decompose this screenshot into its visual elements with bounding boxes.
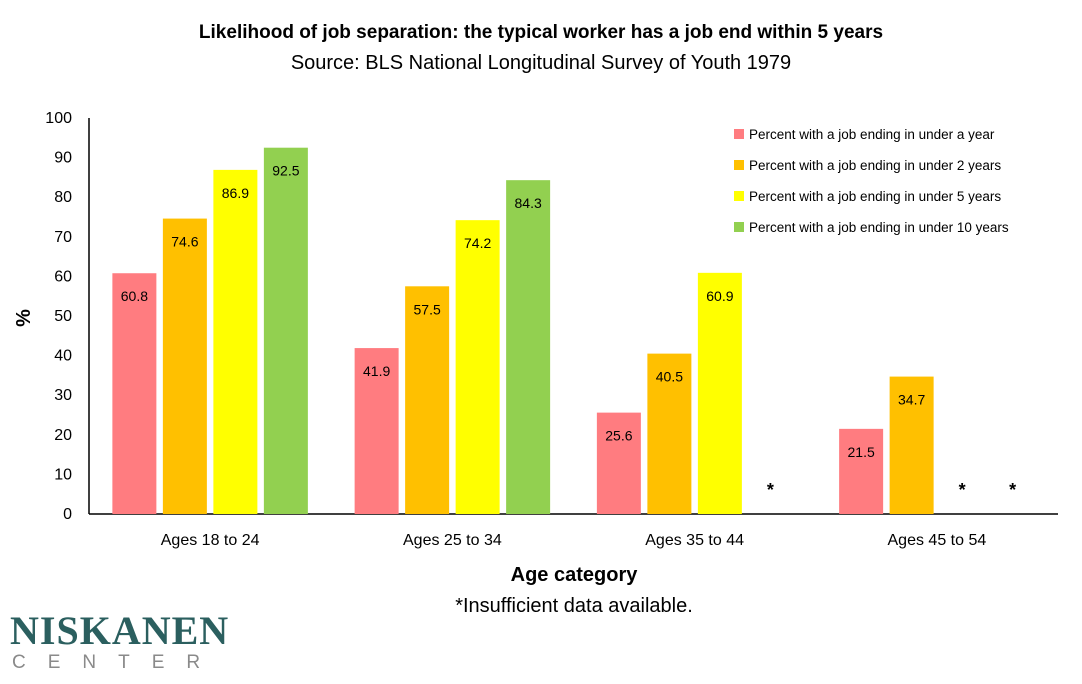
x-tick-label: Ages 18 to 24 xyxy=(161,532,260,549)
y-axis-title: % xyxy=(13,309,35,327)
legend-label: Percent with a job ending in under a yea… xyxy=(749,127,995,142)
bar xyxy=(263,147,308,514)
bar xyxy=(112,273,157,514)
niskanen-logo: NISKANEN CENTER xyxy=(10,608,229,673)
bar xyxy=(839,428,884,514)
y-tick-label: 70 xyxy=(54,229,72,246)
legend-swatch xyxy=(734,160,744,170)
data-label: 34.7 xyxy=(898,392,925,408)
logo-wordmark: NISKANEN xyxy=(10,608,229,653)
y-tick-label: 90 xyxy=(54,150,72,167)
data-label: 84.3 xyxy=(515,195,542,211)
legend-label: Percent with a job ending in under 5 yea… xyxy=(749,189,1001,204)
data-label: 74.6 xyxy=(171,234,198,250)
x-tick-label: Ages 25 to 34 xyxy=(403,532,502,549)
legend-swatch xyxy=(734,129,744,139)
bar xyxy=(405,286,450,514)
legend-label: Percent with a job ending in under 2 yea… xyxy=(749,158,1001,173)
data-label: 25.6 xyxy=(605,428,632,444)
insufficient-data-marker: * xyxy=(959,480,966,500)
data-label: 41.9 xyxy=(363,363,390,379)
y-tick-label: 10 xyxy=(54,466,72,483)
data-label: 60.9 xyxy=(706,288,733,304)
y-tick-label: 80 xyxy=(54,189,72,206)
y-tick-label: 100 xyxy=(45,110,72,127)
legend: Percent with a job ending in under a yea… xyxy=(734,127,1009,235)
legend-swatch xyxy=(734,222,744,232)
data-labels: 60.8 74.6 86.9 92.5 41.9 57.5 74.2 84.3 25.6 40.5… xyxy=(121,163,1016,500)
bar xyxy=(506,180,551,514)
bar xyxy=(213,169,258,514)
bar xyxy=(596,412,641,514)
data-label: 86.9 xyxy=(222,185,249,201)
x-axis: Ages 18 to 24 Ages 25 to 34 Ages 35 to 44 A… xyxy=(89,513,1058,549)
bar xyxy=(354,348,399,514)
legend-label: Percent with a job ending in under 10 ye… xyxy=(749,220,1009,235)
data-label: 60.8 xyxy=(121,288,148,304)
y-tick-label: 40 xyxy=(54,348,72,365)
bar xyxy=(647,353,692,514)
y-tick-label: 50 xyxy=(54,308,72,325)
x-axis-title: Age category xyxy=(511,564,639,586)
logo-subtitle: CENTER xyxy=(12,652,222,673)
y-tick-label: 0 xyxy=(63,506,72,523)
chart-title: Likelihood of job separation: the typica… xyxy=(199,22,883,43)
bar xyxy=(162,218,207,515)
bar xyxy=(455,220,500,514)
data-label: 57.5 xyxy=(414,301,441,317)
bar xyxy=(697,272,742,514)
data-label: 92.5 xyxy=(272,163,299,179)
bar xyxy=(889,376,934,514)
insufficient-data-marker: * xyxy=(1009,480,1016,500)
data-label: 21.5 xyxy=(848,444,875,460)
chart-subtitle: Source: BLS National Longitudinal Survey… xyxy=(291,52,791,74)
x-tick-label: Ages 35 to 44 xyxy=(645,532,744,549)
footnote: *Insufficient data available. xyxy=(455,595,693,617)
data-label: 74.2 xyxy=(464,235,491,251)
y-axis: 0 10 20 30 40 50 60 70 80 90 100 xyxy=(45,110,90,523)
legend-swatch xyxy=(734,191,744,201)
bars xyxy=(112,147,934,515)
x-tick-label: Ages 45 to 54 xyxy=(888,532,987,549)
data-label: 40.5 xyxy=(656,369,683,385)
insufficient-data-marker: * xyxy=(767,480,774,500)
y-tick-label: 30 xyxy=(54,387,72,404)
y-tick-label: 60 xyxy=(54,268,72,285)
y-tick-label: 20 xyxy=(54,427,72,444)
